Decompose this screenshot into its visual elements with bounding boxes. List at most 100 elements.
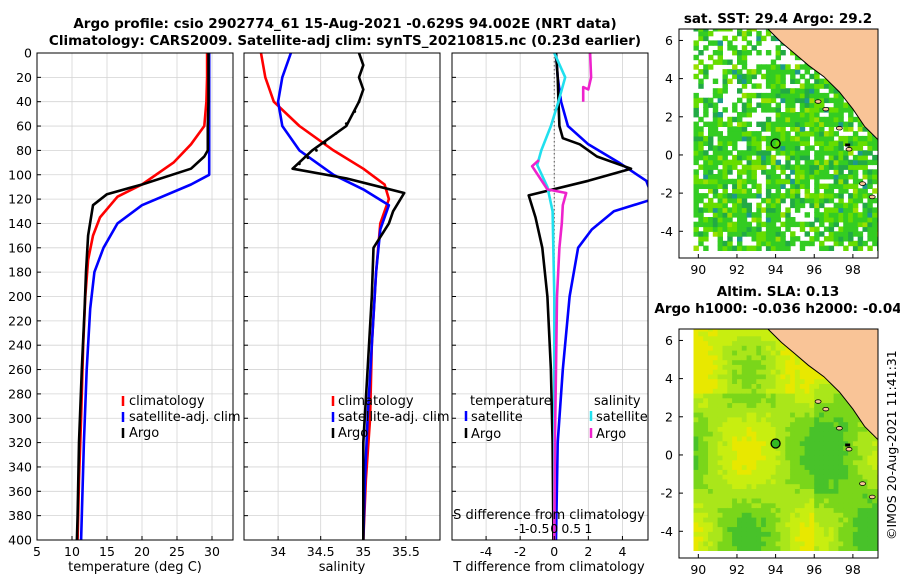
map-cell bbox=[712, 29, 719, 32]
map-cell bbox=[799, 392, 806, 399]
map-cell bbox=[712, 445, 719, 451]
map-cell bbox=[828, 88, 835, 94]
map-cell bbox=[732, 421, 738, 427]
map-cell bbox=[722, 478, 728, 485]
map-cell bbox=[848, 526, 854, 532]
map-cell bbox=[857, 493, 864, 499]
map-cell bbox=[804, 493, 810, 499]
map-cell bbox=[799, 245, 806, 251]
map-cell bbox=[804, 507, 810, 513]
map-cell bbox=[857, 140, 864, 146]
map-cell bbox=[833, 459, 839, 466]
map-cell bbox=[727, 497, 733, 504]
map-cell bbox=[838, 502, 844, 509]
map-cell bbox=[741, 369, 748, 375]
map-cell bbox=[712, 78, 719, 84]
map-cell bbox=[712, 397, 719, 404]
map-cell bbox=[848, 231, 854, 237]
map-cell bbox=[708, 402, 714, 408]
map-cell bbox=[761, 469, 767, 475]
map-cell bbox=[833, 402, 839, 408]
map-cell bbox=[703, 526, 709, 532]
map-cell bbox=[833, 178, 839, 185]
map-cell bbox=[746, 131, 752, 137]
map-cell bbox=[756, 540, 762, 547]
map-cell bbox=[746, 145, 752, 151]
map-cell bbox=[780, 426, 786, 432]
map-cell bbox=[751, 545, 757, 551]
map-cell bbox=[833, 483, 839, 489]
map-cell bbox=[809, 512, 815, 518]
map-cell bbox=[717, 497, 723, 504]
map-cell bbox=[741, 507, 748, 513]
map-cell bbox=[737, 421, 743, 427]
map-cell bbox=[732, 497, 738, 504]
map-cell bbox=[833, 174, 839, 180]
argo-float-marker bbox=[770, 438, 781, 449]
map-cell bbox=[799, 388, 806, 394]
map-cell bbox=[809, 426, 815, 432]
map-cell bbox=[785, 507, 791, 513]
map-cell bbox=[833, 97, 839, 104]
map-cell bbox=[794, 383, 801, 389]
map-cell bbox=[756, 40, 762, 46]
map-cell bbox=[746, 102, 752, 108]
map-cell bbox=[780, 497, 786, 504]
map-cell bbox=[848, 454, 854, 461]
map-cell bbox=[804, 440, 810, 446]
map-cell bbox=[828, 512, 835, 518]
map-cell bbox=[770, 464, 777, 470]
map-cell bbox=[790, 431, 796, 437]
map-cell bbox=[741, 30, 748, 37]
map-cell bbox=[848, 150, 854, 156]
map-cell bbox=[693, 54, 699, 61]
map-cell bbox=[717, 364, 723, 370]
map-cell bbox=[698, 545, 704, 551]
map-cell bbox=[737, 202, 743, 209]
map-cell bbox=[814, 478, 820, 485]
map-cell bbox=[843, 140, 849, 146]
map-cell bbox=[799, 240, 806, 247]
map-cell bbox=[852, 517, 859, 523]
map-cell bbox=[722, 512, 728, 518]
map-cell bbox=[703, 207, 709, 213]
map-cell bbox=[833, 164, 839, 170]
map-cell bbox=[785, 469, 791, 475]
map-cell bbox=[756, 512, 762, 518]
map-cell bbox=[717, 402, 723, 408]
map-cell bbox=[717, 217, 723, 223]
map-cell bbox=[862, 445, 868, 451]
map-cell bbox=[770, 217, 777, 223]
map-cell bbox=[751, 159, 757, 166]
map-cell bbox=[819, 135, 825, 142]
map-cell bbox=[737, 174, 743, 180]
map-cell bbox=[794, 188, 801, 194]
map-cell bbox=[708, 197, 714, 204]
sal-x-tick-label: 0.5 bbox=[561, 521, 581, 536]
map-cell bbox=[765, 488, 772, 494]
map-cell bbox=[867, 221, 873, 228]
map-cell bbox=[756, 392, 762, 399]
map-cell bbox=[794, 359, 801, 365]
map-cell bbox=[722, 135, 728, 142]
map-cell bbox=[814, 483, 820, 489]
map-cell bbox=[698, 97, 704, 104]
map-cell bbox=[737, 78, 743, 84]
map-cell bbox=[737, 454, 743, 461]
map-cell bbox=[732, 145, 738, 151]
map-cell bbox=[804, 364, 810, 370]
map-cell bbox=[765, 121, 772, 127]
map-cell bbox=[794, 388, 801, 394]
map-cell bbox=[770, 64, 777, 70]
map-cell bbox=[746, 502, 752, 509]
map-cell bbox=[693, 536, 699, 542]
map-cell bbox=[785, 364, 791, 370]
map-cell bbox=[862, 135, 868, 142]
map-cell bbox=[693, 426, 699, 432]
map-cell bbox=[823, 517, 830, 523]
map-cell bbox=[737, 435, 743, 442]
island bbox=[822, 106, 830, 112]
map-cell bbox=[722, 383, 728, 389]
map-cell bbox=[819, 159, 825, 166]
map-cell bbox=[756, 145, 762, 151]
